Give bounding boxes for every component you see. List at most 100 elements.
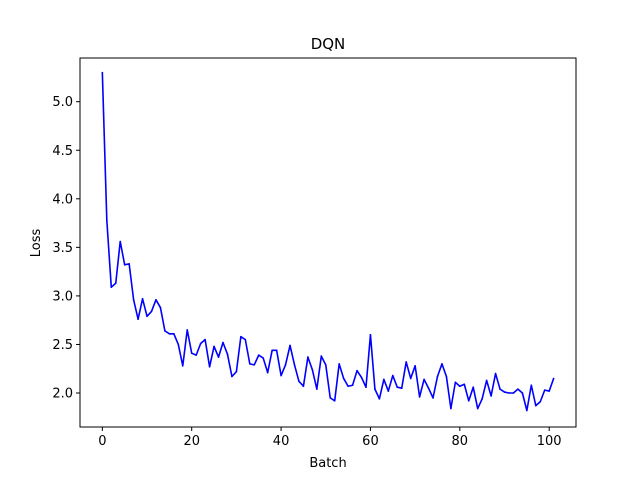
loss-data-point (284, 364, 287, 366)
loss-data-point (378, 398, 381, 400)
loss-data-point (463, 383, 466, 386)
loss-data-point (186, 329, 189, 331)
loss-data-point (459, 385, 461, 388)
loss-data-point (329, 397, 332, 399)
loss-data-point (204, 338, 206, 341)
loss-data-point (490, 395, 492, 397)
loss-data-point (543, 389, 546, 391)
loss-data-point (280, 374, 282, 377)
loss-data-point (213, 345, 215, 348)
chart-title: DQN (311, 35, 346, 53)
loss-data-point (164, 330, 166, 332)
y-axis-label: Loss (29, 229, 44, 258)
loss-data-point (552, 377, 555, 380)
x-tick-label: 60 (362, 434, 379, 449)
loss-data-point (275, 349, 278, 352)
loss-data-point (369, 333, 372, 336)
loss-data-point (414, 365, 416, 367)
loss-data-point (360, 376, 363, 379)
loss-data-point (400, 387, 403, 389)
loss-data-point (114, 282, 117, 285)
loss-data-point (266, 371, 269, 374)
loss-data-point (262, 357, 265, 359)
loss-data-point (356, 369, 358, 372)
loss-data-point (231, 375, 233, 378)
loss-data-point (150, 310, 153, 313)
loss-data-point (101, 71, 104, 74)
loss-data-point (441, 363, 443, 365)
loss-data-point (244, 338, 247, 341)
loss-data-point (271, 349, 273, 352)
loss-data-point (494, 372, 497, 375)
loss-data-point (539, 400, 542, 403)
x-axis-ticks: 0 20 40 60 80 100 (98, 427, 562, 449)
loss-data-point (249, 363, 251, 365)
loss-data-point (235, 370, 238, 373)
loss-data-point (512, 392, 515, 394)
loss-data-point (450, 407, 452, 410)
loss-data-point (110, 286, 113, 288)
loss-data-point (548, 390, 550, 392)
loss-data-point (159, 306, 162, 309)
y-tick-label: 3.0 (52, 289, 73, 304)
loss-data-point (530, 384, 533, 387)
loss-series-line (101, 72, 555, 412)
x-tick-label: 80 (452, 434, 469, 449)
loss-data-point (409, 377, 412, 380)
loss-data-point (119, 240, 122, 243)
loss-data-point (106, 219, 108, 221)
loss-data-point (481, 398, 483, 400)
loss-data-point (338, 363, 340, 365)
loss-data-point (526, 409, 528, 412)
loss-data-point (499, 388, 501, 390)
loss-data-point (383, 378, 385, 381)
loss-data-point (365, 386, 367, 388)
loss-data-point (141, 298, 144, 300)
y-tick-label: 3.5 (52, 241, 73, 256)
loss-data-point (199, 342, 202, 345)
loss-data-point (508, 392, 510, 394)
loss-data-point (436, 375, 439, 378)
loss-data-point (137, 318, 139, 321)
loss-data-point (190, 352, 193, 355)
loss-data-point (467, 399, 470, 402)
loss-data-point (173, 332, 175, 335)
loss-data-point (222, 341, 224, 344)
loss-data-point (320, 355, 323, 357)
loss-data-point (298, 380, 300, 383)
loss-data-point (155, 298, 157, 301)
loss-data-point (307, 356, 309, 358)
loss-data-point (351, 384, 354, 387)
loss-data-point (302, 385, 305, 388)
loss-data-point (391, 374, 394, 377)
loss-data-point (257, 354, 260, 356)
loss-data-point (289, 344, 291, 347)
loss-data-point (128, 263, 130, 265)
loss-data-point (454, 381, 457, 384)
loss-data-point (181, 365, 184, 367)
loss-data-point (342, 377, 345, 380)
y-tick-label: 4.0 (52, 192, 73, 207)
y-tick-label: 5.0 (52, 95, 73, 110)
loss-data-point (208, 365, 211, 368)
loss-data-point (521, 392, 524, 394)
loss-data-point (485, 379, 488, 382)
loss-data-point (253, 364, 256, 366)
plot-area (101, 71, 555, 412)
loss-data-point (517, 388, 519, 390)
loss-data-point (132, 298, 135, 301)
loss-data-point (177, 343, 180, 346)
loss-data-point (432, 397, 434, 399)
loss-data-point (387, 390, 390, 392)
x-tick-label: 100 (537, 434, 562, 449)
loss-data-point (217, 356, 220, 358)
loss-data-point (123, 264, 126, 266)
axes-frame (79, 57, 577, 428)
loss-data-point (324, 364, 327, 366)
loss-data-point (427, 387, 430, 389)
loss-data-point (374, 388, 376, 390)
loss-data-point (503, 391, 506, 393)
x-axis-label: Batch (309, 456, 346, 471)
